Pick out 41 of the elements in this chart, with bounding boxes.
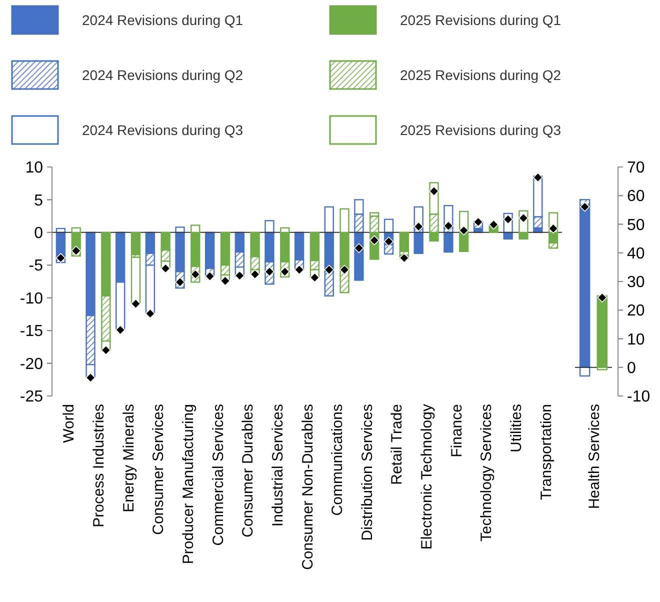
y2-tick-label: 60 [627,188,645,206]
x-tick-label: Industrial Services [269,404,286,527]
legend-label: 2025 Revisions during Q2 [400,66,562,83]
y2-tick-label: 10 [627,331,645,348]
legend-label: 2025 Revisions during Q1 [400,12,562,28]
y-tick-label: -10 [20,290,44,308]
x-tick-label: Electronic Technology [418,404,436,550]
x-tick-label: Transportation [538,404,555,500]
x-tick-label: Process Industries [90,404,108,528]
y2-tick-label: 20 [627,302,645,320]
x-tick-label: Health Services [586,404,603,510]
x-tick-label: World [60,404,78,443]
y2-tick-label: 40 [627,245,645,262]
x-tick-label: Commercial Services [210,404,227,546]
y2-tick-label: -10 [627,388,650,406]
y2-tick-label: 50 [627,216,645,234]
x-tick-label: Retail Trade [388,404,406,485]
x-tick-label: Communications [329,404,346,516]
y-tick-label: 10 [25,160,44,177]
x-tick-label: Consumer Non-Durables [299,404,316,570]
x-tick-label: Consumer Services [150,404,168,535]
y-tick-label: 5 [34,192,44,210]
y-tick-label: -20 [20,356,44,373]
x-tick-label: Consumer Durables [240,404,257,538]
x-tick-label: Energy Minerals [120,404,138,512]
y-tick-label: -15 [20,323,44,340]
x-tick-label: Technology Services [478,404,496,542]
legend-label: 2024 Revisions during Q3 [82,122,244,138]
x-tick-label: Producer Manufacturing [180,404,197,564]
y-tick-label: -25 [20,388,44,406]
legend-label: 2024 Revisions during Q2 [82,66,244,83]
y2-tick-label: 0 [627,360,636,377]
legend-label: 2025 Revisions during Q3 [400,122,562,138]
y2-tick-label: 70 [627,160,645,177]
y-tick-label: -5 [28,258,44,275]
x-tick-label: Distribution Services [358,404,376,541]
y-tick-label: 0 [34,225,44,242]
legend-label: 2024 Revisions during Q1 [82,12,244,28]
y2-tick-label: 30 [627,274,645,292]
x-tick-label: Utilities [508,404,526,452]
x-tick-label: Finance [448,404,466,458]
